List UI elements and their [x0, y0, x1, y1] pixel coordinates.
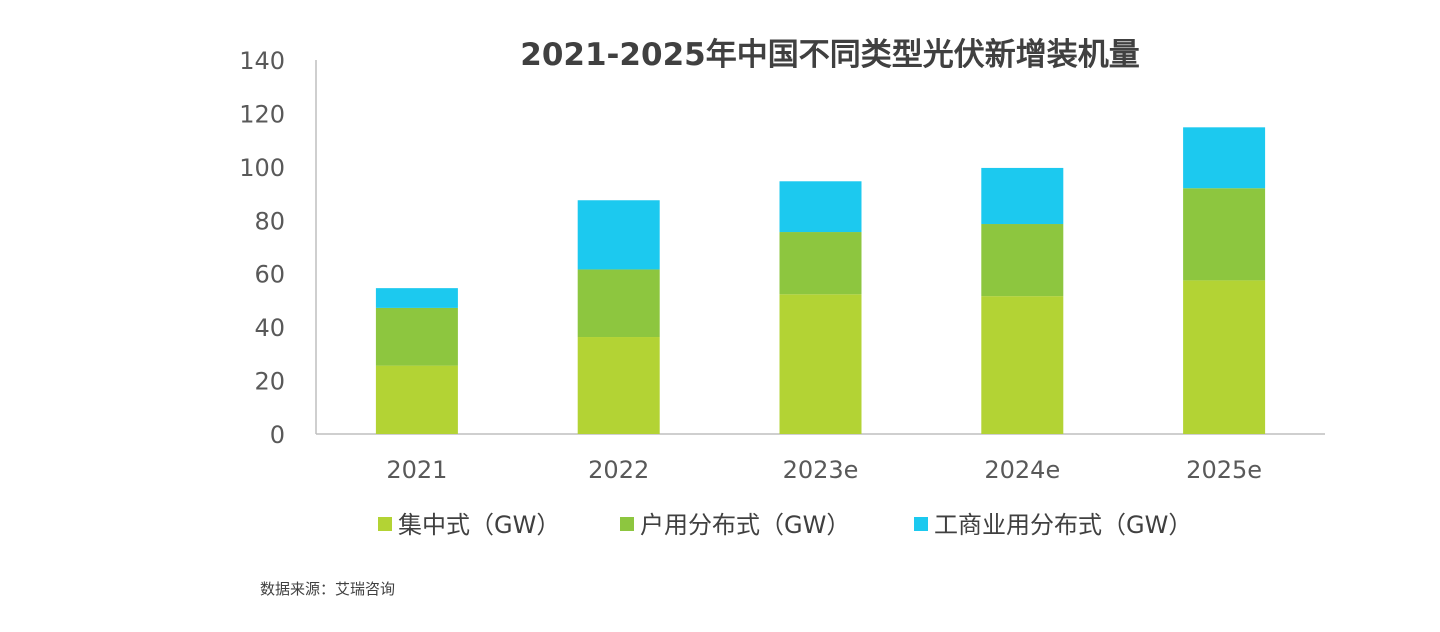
bar-segment-3	[1183, 127, 1266, 189]
y-tick-label: 60	[254, 261, 285, 289]
bar-segment-3	[981, 167, 1064, 225]
legend: 集中式（GW） 户用分布式（GW） 工商业用分布式（GW）	[378, 511, 1192, 539]
legend-swatch	[914, 517, 928, 531]
x-tick-label: 2022	[588, 456, 649, 484]
x-tick-label: 2024e	[984, 456, 1060, 484]
bar-segment-2	[779, 232, 862, 295]
bars	[375, 127, 1266, 434]
bar-segment-2	[981, 224, 1064, 297]
legend-label: 集中式（GW）	[398, 511, 560, 539]
legend-label: 户用分布式（GW）	[640, 511, 850, 539]
y-tick-label: 100	[239, 154, 285, 182]
y-tick-label: 20	[254, 368, 285, 396]
y-tick-label: 0	[270, 421, 285, 449]
y-tick-label: 140	[239, 47, 285, 75]
bar-segment-1	[1183, 280, 1266, 434]
bar-segment-2	[1183, 188, 1266, 281]
y-tick-label: 40	[254, 314, 285, 342]
bar-segment-1	[981, 296, 1064, 434]
source-note: 数据来源：艾瑞咨询	[260, 580, 395, 598]
x-tick-label: 2025e	[1186, 456, 1262, 484]
x-axis-ticks: 2021 2022 2023e 2024e 2025e	[386, 456, 1262, 484]
y-axis-ticks: 0 20 40 60 80 100 120 140	[239, 47, 285, 449]
x-tick-label: 2023e	[783, 456, 859, 484]
bar-segment-3	[577, 200, 660, 270]
bar-segment-3	[375, 288, 458, 308]
bar-segment-3	[779, 181, 862, 233]
bar-segment-1	[375, 365, 458, 434]
bar-segment-2	[577, 269, 660, 338]
y-tick-label: 120	[239, 100, 285, 128]
bar-segment-1	[779, 294, 862, 434]
x-tick-label: 2021	[386, 456, 447, 484]
chart-title: 2021-2025年中国不同类型光伏新增装机量	[520, 37, 1139, 73]
legend-label: 工商业用分布式（GW）	[934, 511, 1192, 539]
legend-swatch	[378, 517, 392, 531]
legend-swatch	[620, 517, 634, 531]
bar-segment-1	[577, 337, 660, 434]
y-tick-label: 80	[254, 207, 285, 235]
bar-segment-2	[375, 307, 458, 366]
